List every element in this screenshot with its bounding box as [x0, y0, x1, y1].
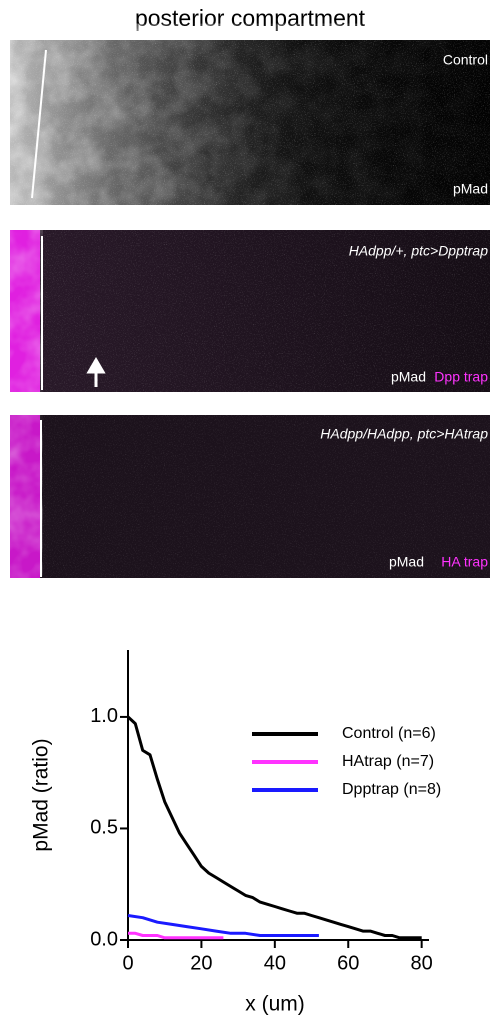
panel-label: Control: [443, 52, 488, 68]
trap-label: HA trap: [441, 554, 488, 570]
trap-label: Dpp trap: [434, 369, 488, 385]
stain-label: pMad: [453, 181, 488, 197]
micrograph-dpptrap: HAdpp/+, ptc>Dpptrap pMad Dpp trap: [10, 230, 490, 392]
y-axis-title: pMad (ratio): [30, 738, 53, 851]
legend-label: HAtrap (n=7): [342, 753, 434, 770]
x-tick-label: 0: [122, 952, 133, 974]
x-axis-title: x (um): [245, 993, 305, 1016]
stain-label: pMad: [389, 554, 424, 570]
line-chart: pMad (ratio) x (um) 0.0 0.5 1.0 0 20 40 60 80 Co…: [30, 650, 441, 1016]
x-tick-label: 80: [411, 952, 433, 974]
legend-label: Dpptrap (n=8): [342, 781, 441, 798]
x-tick-label: 60: [337, 952, 359, 974]
panel-label: HAdpp/+, ptc>Dpptrap: [349, 243, 489, 259]
stain-label: pMad: [391, 369, 426, 385]
y-tick-label: 0.5: [90, 817, 118, 839]
y-tick-label: 1.0: [90, 705, 118, 727]
x-tick-label: 40: [264, 952, 286, 974]
y-tick-label: 0.0: [90, 928, 118, 950]
panel-label: HAdpp/HAdpp, ptc>HAtrap: [320, 426, 488, 442]
legend-label: Control (n=6): [342, 725, 436, 742]
figure-title: posterior compartment: [135, 5, 366, 31]
micrograph-control: Control pMad: [10, 40, 490, 205]
series-line: [126, 715, 422, 940]
series-line: [128, 931, 224, 940]
micrograph-hatrap: HAdpp/HAdpp, ptc>HAtrap pMad HA trap: [10, 415, 490, 578]
x-tick-label: 20: [190, 952, 212, 974]
series-line: [127, 914, 319, 937]
